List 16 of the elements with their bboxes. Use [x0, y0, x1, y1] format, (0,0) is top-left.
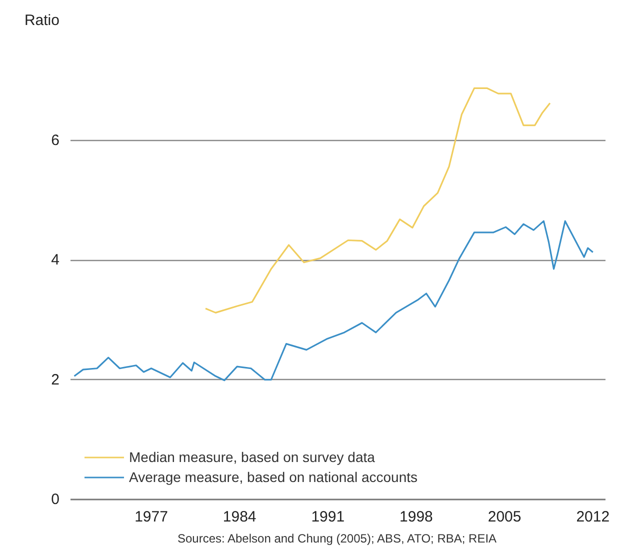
- y-tick-label: 0: [51, 491, 60, 508]
- line-series: [73, 220, 594, 382]
- x-tick-label: 1998: [400, 508, 433, 526]
- line-series: [204, 87, 551, 314]
- y-tick-label: Ratio: [24, 12, 60, 29]
- y-tick-label: 6: [51, 132, 60, 149]
- x-tick-label: 1991: [311, 508, 345, 526]
- legend-label: Median measure, based on survey data: [129, 449, 375, 465]
- y-tick-label: 4: [51, 252, 60, 268]
- x-tick-label: 1977: [134, 508, 168, 526]
- x-tick-label: 2012: [576, 508, 610, 526]
- y-tick-label: 2: [51, 371, 60, 388]
- legend-label: Average measure, based on national accounts: [129, 469, 418, 485]
- source-note: Sources: Abelson and Chung (2005); ABS, ATO; RBA; REIA: [177, 532, 497, 546]
- x-tick-label: 1984: [222, 508, 256, 526]
- x-tick-label: 2005: [488, 508, 522, 526]
